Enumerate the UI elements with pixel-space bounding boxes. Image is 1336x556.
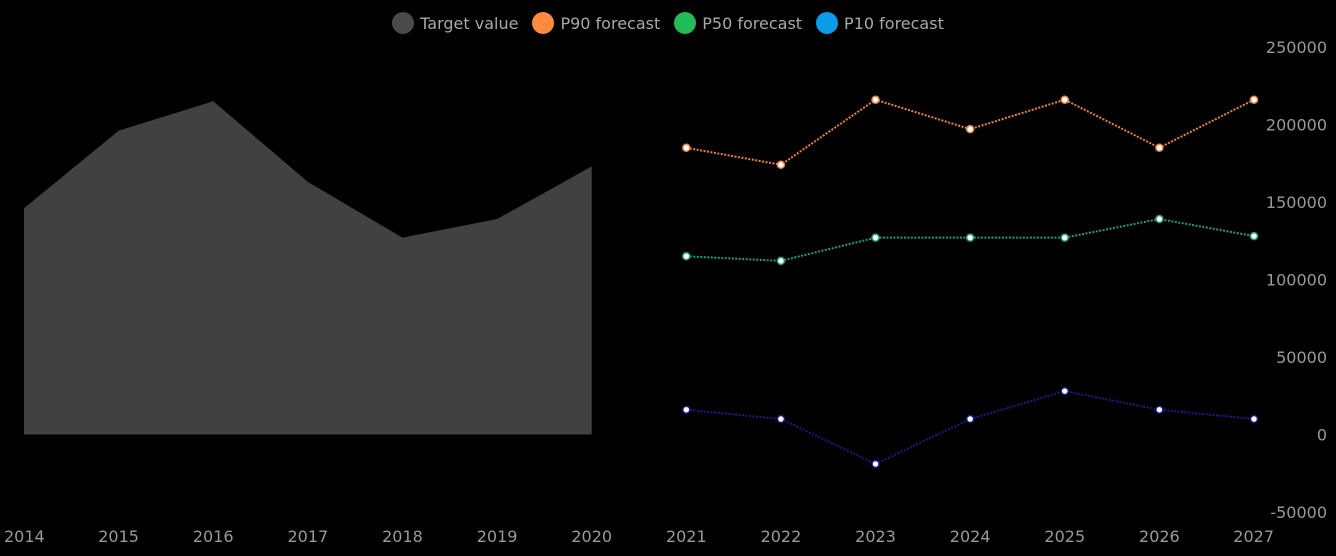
y-tick-label: 150000 bbox=[1266, 193, 1327, 212]
point-p10-forecast bbox=[1249, 414, 1259, 424]
y-tick-label: -50000 bbox=[1270, 503, 1327, 522]
point-p50-forecast bbox=[965, 233, 975, 242]
x-tick-label: 2020 bbox=[571, 527, 612, 546]
point-p50-forecast bbox=[1155, 214, 1164, 224]
point-p10-forecast bbox=[1060, 386, 1070, 396]
x-tick-label: 2017 bbox=[287, 527, 328, 546]
x-tick-label: 2021 bbox=[666, 527, 707, 546]
legend: Target value P90 forecast P50 forecast P… bbox=[0, 12, 1336, 34]
point-p90-forecast bbox=[1249, 95, 1259, 104]
point-p50-forecast bbox=[776, 256, 786, 266]
point-p50-forecast bbox=[1249, 231, 1259, 241]
legend-swatch-p10-forecast bbox=[816, 12, 839, 34]
x-tick-label: 2016 bbox=[193, 527, 234, 546]
x-tick-label: 2014 bbox=[4, 527, 45, 546]
legend-item-p50-forecast[interactable]: P50 forecast bbox=[674, 12, 802, 34]
point-p10-forecast bbox=[682, 405, 691, 414]
y-tick-label: 50000 bbox=[1276, 348, 1327, 367]
point-p50-forecast bbox=[682, 252, 691, 261]
point-p90-forecast bbox=[1060, 95, 1070, 104]
point-p10-forecast bbox=[1155, 405, 1164, 414]
y-tick-label: 100000 bbox=[1266, 271, 1327, 290]
legend-swatch-p50-forecast bbox=[674, 12, 697, 34]
x-tick-label: 2027 bbox=[1233, 527, 1274, 546]
point-p10-forecast bbox=[776, 414, 786, 424]
y-axis: -50000 0 50000 100000 150000 200000 250000 bbox=[1266, 38, 1327, 522]
x-axis: 2014 2015 2016 2017 2018 2019 2020 2021 2022 2023… bbox=[4, 527, 1274, 546]
point-p90-forecast bbox=[965, 124, 975, 134]
x-tick-label: 2018 bbox=[382, 527, 423, 546]
x-tick-label: 2023 bbox=[855, 527, 896, 546]
point-p90-forecast bbox=[682, 143, 691, 152]
legend-label-target-value: Target value bbox=[420, 13, 519, 33]
point-p10-forecast bbox=[965, 414, 975, 424]
y-tick-label: 200000 bbox=[1266, 116, 1327, 135]
x-tick-label: 2024 bbox=[950, 527, 991, 546]
legend-label-p50-forecast: P50 forecast bbox=[702, 13, 803, 33]
x-tick-label: 2026 bbox=[1139, 527, 1180, 546]
legend-item-target-value[interactable]: Target value bbox=[392, 12, 518, 34]
legend-item-p90-forecast[interactable]: P90 forecast bbox=[532, 12, 660, 34]
x-tick-label: 2015 bbox=[98, 527, 139, 546]
legend-label-p10-forecast: P10 forecast bbox=[844, 13, 944, 33]
legend-label-p90-forecast: P90 forecast bbox=[560, 13, 661, 33]
y-tick-label: 0 bbox=[1317, 426, 1327, 445]
point-p50-forecast bbox=[871, 233, 880, 242]
point-p90-forecast bbox=[776, 160, 786, 170]
legend-swatch-p90-forecast bbox=[532, 12, 555, 34]
point-p50-forecast bbox=[1060, 233, 1070, 242]
legend-item-p10-forecast[interactable]: P10 forecast bbox=[816, 12, 944, 34]
area-target-value bbox=[24, 101, 592, 435]
point-p90-forecast bbox=[871, 95, 880, 104]
x-tick-label: 2025 bbox=[1044, 527, 1085, 546]
point-p10-forecast bbox=[871, 459, 880, 469]
line-p10-forecast bbox=[686, 390, 1255, 466]
point-p90-forecast bbox=[1155, 143, 1164, 152]
legend-swatch-target-value bbox=[392, 12, 415, 34]
y-tick-label: 250000 bbox=[1266, 38, 1327, 57]
x-tick-label: 2019 bbox=[477, 527, 518, 546]
series-layer bbox=[24, 95, 1259, 469]
x-tick-label: 2022 bbox=[761, 527, 802, 546]
